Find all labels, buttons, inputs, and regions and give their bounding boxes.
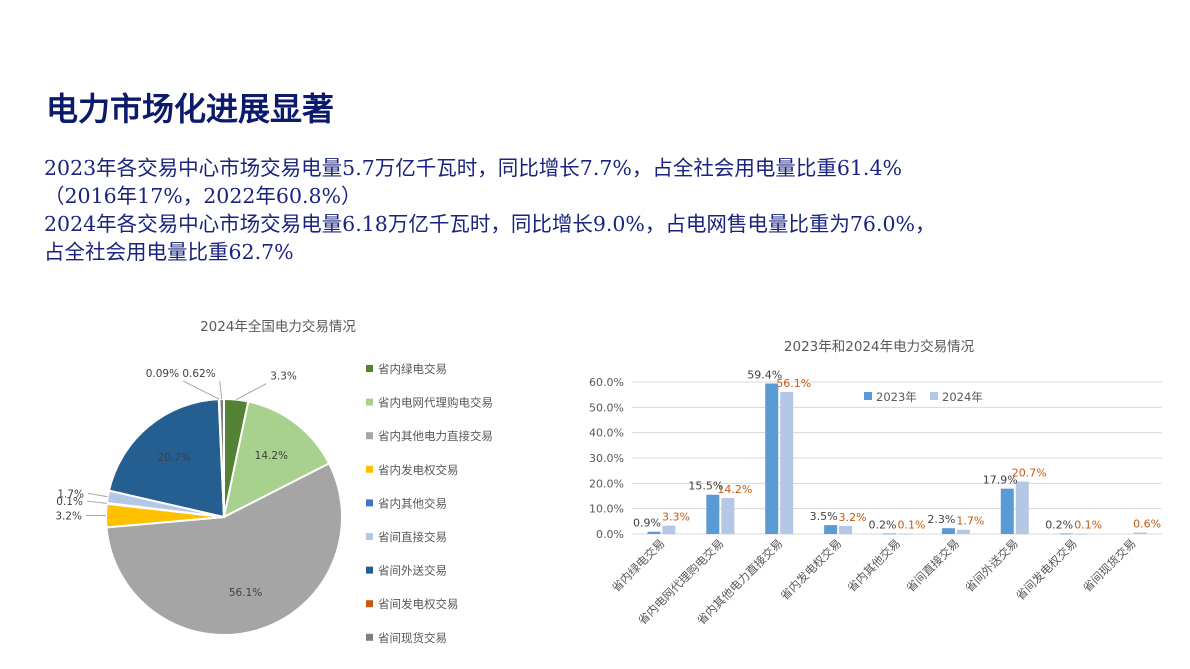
legend-swatch: [366, 566, 373, 574]
legend-swatch: [366, 633, 373, 641]
legend-entry: 省间发电权交易: [378, 597, 459, 611]
pie-leader-line: [86, 500, 107, 504]
bar: [883, 533, 896, 535]
pie-slice: [105, 462, 343, 636]
bar-data-label: 15.5%: [688, 480, 723, 493]
pie-data-label: 3.3%: [270, 371, 297, 383]
pie-data-label: 3.2%: [55, 510, 82, 522]
legend-entry: 省内电网代理购电交易: [378, 396, 493, 410]
summary-text: 2023年各交易中心市场交易电量5.7万亿千瓦时，同比增长7.7%，占全社会用电…: [44, 154, 1164, 266]
summary-line-1: 2023年各交易中心市场交易电量5.7万亿千瓦时，同比增长7.7%，占全社会用电…: [44, 156, 902, 180]
y-tick-label: 50.0%: [589, 401, 624, 414]
bar-data-label: 3.2%: [839, 511, 867, 524]
pie-data-label: 1.7%: [57, 488, 84, 500]
y-tick-label: 0.0%: [596, 528, 624, 541]
pie-slice: [107, 398, 226, 519]
pie-chart-title: 2024年全国电力交易情况: [200, 318, 356, 335]
legend-swatch: [366, 533, 373, 540]
pie-chart: 2024年全国电力交易情况 3.3% 14.2% 56.1% 3.2% 0.1%1.7%…: [55, 318, 493, 645]
pie-leader-line: [219, 380, 223, 400]
x-tick-label: 省间发电权交易: [1013, 536, 1080, 603]
y-tick-label: 10.0%: [589, 503, 624, 516]
legend-entry: 省内发电权交易: [378, 463, 459, 477]
bar: [765, 383, 779, 534]
pie-slice: [222, 400, 331, 519]
legend-entry: 省内其他电力直接交易: [378, 429, 493, 443]
bar: [956, 529, 970, 534]
legend-entry: 省间外送交易: [378, 564, 447, 578]
legend-swatch: [930, 392, 938, 400]
legend-entry: 省间现货交易: [378, 631, 447, 645]
bar-data-label: 17.9%: [983, 474, 1018, 487]
pie-leader-line: [235, 383, 267, 401]
legend-entry: 省间直接交易: [378, 530, 447, 544]
x-tick-label: 省内其他交易: [844, 536, 903, 595]
y-tick-label: 60.0%: [589, 376, 624, 389]
summary-line-2: （2016年17%，2022年60.8%）: [44, 184, 362, 208]
legend-swatch: [366, 432, 373, 440]
bar-data-label: 0.2%: [869, 518, 897, 531]
pie-data-label: 56.1%: [229, 587, 262, 599]
legend-swatch: [366, 499, 373, 507]
bar: [780, 391, 794, 534]
pie-data-label: 0.09%: [146, 368, 179, 380]
summary-line-3: 2024年各交易中心市场交易电量6.18万亿千瓦时，同比增长9.0%，占电网售电…: [44, 212, 936, 236]
legend-entry: 2023年: [876, 390, 917, 404]
bar: [1074, 533, 1088, 535]
pie-slice: [218, 397, 225, 518]
bar-data-label: 0.1%: [1074, 519, 1102, 532]
bar: [662, 525, 676, 534]
legend-entry: 2024年: [942, 390, 983, 404]
bar-data-label: 20.7%: [1012, 467, 1047, 480]
pie-data-label: 14.2%: [255, 450, 288, 462]
bar: [1059, 533, 1073, 535]
legend-entry: 省内其他交易: [378, 496, 447, 510]
bar-data-label: 3.5%: [810, 510, 838, 523]
legend-swatch: [366, 365, 373, 372]
bar: [941, 528, 955, 534]
bar: [1000, 488, 1014, 534]
bar-data-label: 3.3%: [662, 511, 690, 524]
y-tick-label: 20.0%: [589, 477, 624, 490]
legend-swatch: [366, 398, 373, 406]
pie-data-label: 0.1%: [56, 496, 83, 508]
x-tick-label: 省内绿电交易: [609, 536, 668, 595]
bar-data-label: 2.3%: [927, 513, 955, 526]
y-tick-label: 40.0%: [589, 427, 624, 440]
x-tick-label: 省间直接交易: [903, 536, 962, 595]
x-tick-label: 省间现货交易: [1080, 536, 1139, 595]
y-tick-label: 30.0%: [589, 452, 624, 465]
pie-data-label: 0.62%: [182, 368, 215, 380]
pie-leader-line: [87, 492, 108, 498]
bar: [647, 531, 661, 534]
bar: [1015, 481, 1029, 534]
bar-data-label: 0.1%: [898, 519, 926, 532]
bar-data-label: 1.7%: [956, 515, 984, 528]
x-tick-label: 省内发电权交易: [777, 536, 844, 603]
bar-data-label: 0.2%: [1045, 518, 1073, 531]
bar: [898, 533, 911, 535]
bar-data-label: 14.2%: [717, 483, 752, 496]
bar: [1133, 532, 1147, 534]
bar: [824, 525, 838, 534]
bar: [839, 525, 853, 534]
bar-data-label: 0.9%: [633, 517, 661, 530]
legend-swatch: [366, 600, 373, 608]
legend-swatch: [366, 465, 373, 473]
x-tick-label: 省间外送交易: [962, 536, 1021, 595]
legend-swatch: [864, 392, 872, 400]
bar-data-label: 56.1%: [776, 377, 811, 390]
page-title: 电力市场化进展显著: [46, 90, 335, 128]
bar-data-label: 59.4%: [747, 369, 782, 382]
summary-line-4: 占全社会用电量比重62.7%: [44, 240, 294, 264]
bar: [706, 494, 720, 534]
bar-data-label: 0.6%: [1133, 517, 1161, 530]
bar: [721, 498, 735, 534]
pie-data-label: 20.7%: [157, 452, 190, 464]
pie-leader-line: [182, 380, 220, 400]
bar-chart-title: 2023年和2024年电力交易情况: [784, 338, 975, 355]
bar-chart: 2023年和2024年电力交易情况 0.0% 10.0% 20.0% 30.0% 40.…: [589, 338, 1162, 627]
legend-entry: 省内绿电交易: [378, 362, 447, 376]
